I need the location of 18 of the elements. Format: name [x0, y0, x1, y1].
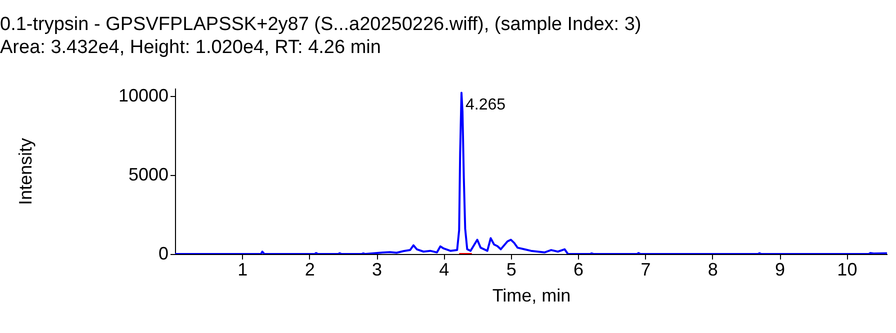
y-axis-title: Intensity — [16, 138, 36, 206]
x-tick-label: 9 — [775, 260, 786, 280]
x-tick-label: 7 — [640, 260, 651, 280]
x-tick-label: 4 — [439, 260, 450, 280]
x-tick-label: 8 — [708, 260, 718, 280]
y-tick-label: 10000 — [118, 85, 168, 106]
y-tick-label: 5000 — [128, 164, 168, 184]
x-tick-label: 6 — [574, 260, 584, 280]
x-tick-label: 1 — [238, 260, 248, 280]
x-tick-label: 5 — [506, 260, 516, 280]
chart-subtitle: Area: 3.432e4, Height: 1.020e4, RT: 4.26 min — [0, 36, 381, 58]
x-axis-title: Time, min — [492, 286, 571, 306]
y-tick-label: 0 — [158, 244, 168, 264]
x-tick-label: 10 — [837, 260, 858, 280]
x-tick-label: 3 — [372, 260, 382, 280]
chart-title: 0.1-trypsin - GPSVFPLAPSSK+2y87 (S...a20250226.wiff), (sample Index: 3) — [0, 14, 642, 35]
annotation: 4.265 — [465, 96, 506, 114]
x-tick-label: 2 — [304, 260, 315, 280]
